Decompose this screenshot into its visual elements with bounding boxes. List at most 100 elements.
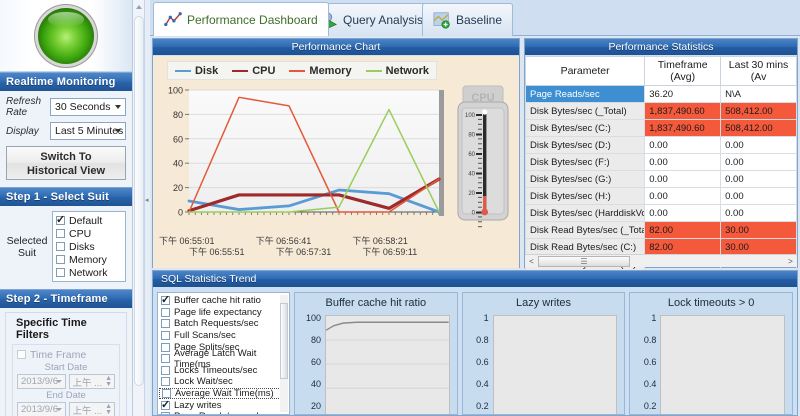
checkbox[interactable] — [56, 213, 65, 226]
suit-item-disks[interactable]: Disks — [56, 240, 122, 253]
performance-statistics-table[interactable]: Parameter Timeframe (Avg) Last 30 mins (Av… — [524, 56, 797, 273]
end-date-input[interactable]: 2013/9/6 — [17, 402, 66, 416]
metric-label: Average Latch Wait Time(ms — [174, 347, 257, 370]
suit-item-label: Default — [69, 214, 103, 227]
mini-chart-buffer-cache-hit-ratio[interactable]: Buffer cache hit ratio 100 80 60 40 20 — [294, 292, 458, 415]
cell-parameter: Disk Read Bytes/sec (_Total) — [524, 221, 646, 239]
timeframe-checkbox-row[interactable]: Time Frame — [17, 348, 115, 361]
timeframe-checkbox[interactable] — [17, 350, 26, 359]
scroll-up-icon[interactable] — [136, 5, 142, 9]
checkbox[interactable] — [161, 412, 170, 414]
cell-last-30-mins: 0.00 — [720, 153, 797, 171]
table-row[interactable]: Disk Read Bytes/sec (_Total) 82.00 30.00 — [524, 221, 797, 239]
table-row[interactable]: Disk Bytes/sec (F:) 0.00 0.00 — [524, 153, 797, 171]
metric-list-item[interactable]: Page Reads/sec sql — [161, 411, 287, 414]
metric-list-item[interactable]: Page life expectancy — [161, 307, 287, 319]
checkbox[interactable] — [161, 319, 170, 329]
table-row[interactable]: Disk Bytes/sec (H:) 0.00 0.00 — [524, 187, 797, 205]
cell-last-30-mins: 508,412.00 — [720, 102, 797, 120]
column-header[interactable]: Parameter — [524, 56, 646, 86]
checkbox[interactable] — [161, 293, 170, 306]
mini-chart-lazy-writes[interactable]: Lazy writes 1 0.8 0.6 0.4 0.2 — [461, 292, 626, 415]
start-time-input[interactable]: 上午 ... ▲ ▼ — [68, 374, 115, 389]
cell-last-30-mins: 0.00 — [720, 170, 797, 188]
metric-list-item[interactable]: Full Scans/sec — [161, 330, 287, 342]
checkbox[interactable] — [161, 331, 170, 341]
end-time-input[interactable]: 上午 ... ▲ ▼ — [68, 402, 115, 416]
metric-list-item[interactable]: Buffer cache hit ratio — [161, 293, 287, 307]
mini-chart-lock-timeouts[interactable]: Lock timeouts > 0 1 0.8 0.6 0.4 0.2 — [629, 292, 794, 415]
metric-list-item[interactable]: Average Wait Time(ms) — [159, 387, 287, 400]
metric-list-item[interactable]: Batch Requests/sec — [161, 318, 287, 330]
metric-list-item[interactable]: Lazy writes — [161, 398, 287, 411]
spinner-icon[interactable]: ▲ ▼ — [105, 403, 112, 416]
suit-item-default[interactable]: Default — [56, 213, 122, 227]
table-row[interactable]: Disk Bytes/sec (D:) 0.00 0.00 — [524, 136, 797, 154]
sidebar-scrollbar[interactable] — [133, 0, 145, 416]
chart-x-axis: 下午 06:55:01 下午 06:56:41 下午 06:58:21 下午 06:… — [159, 236, 449, 266]
x-tick-label: 下午 06:59:11 — [362, 247, 418, 257]
table-row[interactable]: Disk Bytes/sec (HarddiskVolume1)0.000.00 — [524, 204, 797, 222]
checkbox[interactable] — [161, 377, 170, 387]
metric-list-item[interactable]: Page Splits/sec — [161, 341, 287, 353]
metric-list-item[interactable]: Average Latch Wait Time(ms — [161, 348, 287, 370]
column-header[interactable]: Last 30 mins (Av — [720, 56, 797, 86]
table-body[interactable]: Page Reads/sec 36.20 N\A Disk Bytes/sec (_T… — [524, 85, 797, 273]
mini-chart-y-tick: 0.8 — [476, 335, 489, 345]
refresh-rate-select[interactable]: 30 Seconds — [50, 98, 126, 116]
checkbox[interactable] — [56, 268, 65, 277]
table-row[interactable]: Disk Read Bytes/sec (C:) 82.00 30.00 — [524, 238, 797, 256]
legend-item-disk[interactable]: Disk — [174, 65, 218, 77]
checkbox[interactable] — [56, 255, 65, 264]
chart-plot-area[interactable]: 0 20 40 60 80 100 — [163, 84, 448, 234]
svg-text:CPU: CPU — [471, 92, 494, 104]
line-chart-icon — [164, 11, 182, 26]
legend-swatch — [232, 69, 249, 72]
legend-swatch — [365, 69, 382, 72]
scroll-left-icon[interactable]: < — [529, 256, 534, 266]
tab-performance-dashboard[interactable]: Performance Dashboard — [153, 2, 329, 36]
checkbox[interactable] — [161, 365, 170, 375]
checkbox[interactable] — [56, 242, 65, 251]
stats-horizontal-scrollbar[interactable]: < ☰ > — [525, 254, 797, 267]
metric-list-scrollbar[interactable] — [280, 295, 288, 412]
switch-button-line2: Historical View — [26, 165, 106, 177]
sidebar-scrollbar-thumb[interactable] — [134, 16, 144, 386]
column-header[interactable]: Timeframe (Avg) — [644, 56, 722, 86]
sidebar-splitter[interactable] — [145, 0, 150, 416]
scroll-right-icon[interactable]: > — [788, 256, 793, 266]
table-row[interactable]: Page Reads/sec 36.20 N\A — [524, 85, 797, 103]
legend-swatch — [289, 69, 306, 72]
display-select[interactable]: Last 5 Minutes — [50, 122, 126, 140]
start-date-input[interactable]: 2013/9/6 — [17, 374, 66, 389]
legend-item-memory[interactable]: Memory — [289, 65, 352, 77]
chevron-down-icon — [55, 379, 62, 383]
table-row[interactable]: Disk Bytes/sec (C:) 1,837,490.60 508,412.0… — [524, 119, 797, 137]
switch-to-historical-view-button[interactable]: Switch To Historical View — [6, 146, 126, 180]
cell-timeframe-avg: 1,837,490.60 — [644, 119, 722, 137]
checkbox[interactable] — [161, 398, 170, 411]
checkbox[interactable] — [161, 342, 170, 352]
suit-item-network[interactable]: Network — [56, 266, 122, 279]
table-row[interactable]: Disk Bytes/sec (_Total) 1,837,490.60 508,4… — [524, 102, 797, 120]
tab-baseline[interactable]: Baseline — [422, 3, 514, 36]
table-row[interactable]: Disk Bytes/sec (G:) 0.00 0.00 — [524, 170, 797, 188]
legend-item-network[interactable]: Network — [365, 65, 429, 77]
spinner-icon[interactable]: ▲ ▼ — [105, 375, 112, 388]
checkbox[interactable] — [161, 354, 170, 364]
tab-strip: Performance Dashboard Query Analysis Bas… — [150, 0, 800, 36]
metric-list-scrollbar-thumb[interactable] — [280, 303, 288, 379]
start-time-value: 上午 ... — [72, 377, 103, 389]
legend-item-cpu[interactable]: CPU — [232, 65, 275, 77]
metric-list-item[interactable]: Lock Wait/sec — [161, 376, 287, 388]
suit-item-memory[interactable]: Memory — [56, 253, 122, 266]
suit-item-cpu[interactable]: CPU — [56, 227, 122, 240]
stats-scrollbar-thumb[interactable]: ☰ — [538, 255, 630, 267]
metric-list-item[interactable]: Locks Timeouts/sec — [161, 365, 287, 377]
checkbox[interactable] — [161, 307, 170, 317]
selected-suit-row: Selected Suit DefaultCPUDisksMemoryNetwo… — [6, 211, 126, 282]
performance-chart-body: Disk CPU Memory Network 0 20 40 60 80 100 CPU 10… — [153, 56, 519, 268]
checkbox[interactable] — [56, 229, 65, 238]
